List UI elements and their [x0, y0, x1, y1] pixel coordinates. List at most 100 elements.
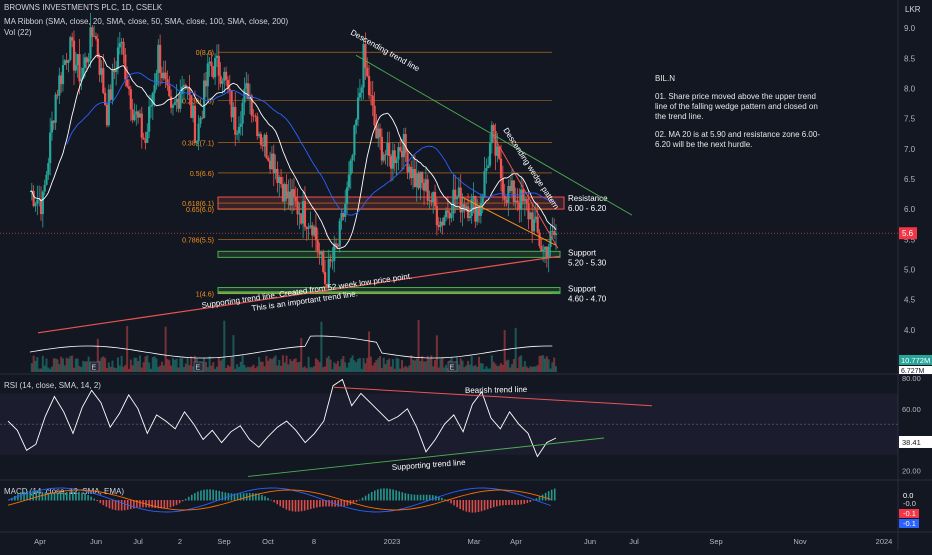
- candle-body: [195, 140, 198, 143]
- candle-body: [292, 189, 296, 198]
- candle-body: [477, 207, 481, 216]
- candle-body: [164, 72, 167, 80]
- volume-bar: [485, 366, 488, 372]
- macd-histogram-bar: [404, 493, 407, 501]
- candle-body: [127, 86, 131, 90]
- time-axis: Apr Jun Jul 2 Sep Oct 8 2023 Mar Apr Jun Jul Sep Nov 2…: [34, 537, 892, 546]
- candle-body: [316, 240, 319, 251]
- candle-body: [428, 200, 431, 201]
- candle-body: [347, 174, 350, 188]
- macd-histogram-bar: [117, 500, 120, 511]
- candle-body: [388, 142, 391, 157]
- macd-histogram-bar: [23, 491, 25, 501]
- candle-body: [311, 225, 314, 236]
- macd-histogram-bar: [175, 500, 178, 505]
- volume-bar: [96, 338, 99, 372]
- macd-line: [7, 487, 552, 513]
- candle-body: [444, 210, 448, 218]
- ma-ribbon-legend[interactable]: MA Ribbon (SMA, close, 20, SMA, close, 5…: [4, 17, 289, 26]
- volume-bar: [38, 368, 41, 372]
- volume-bar: [47, 367, 50, 372]
- candle-body: [382, 154, 385, 161]
- annotation-rsi-bearish: Bearish trend line: [465, 385, 528, 395]
- macd-histogram-bar: [541, 494, 544, 501]
- supporting-trend-line: [37, 255, 561, 334]
- candle-body: [312, 226, 316, 236]
- candle-body: [397, 147, 400, 160]
- volume-bar: [404, 365, 407, 372]
- candle-body: [177, 98, 180, 109]
- volume-bar: [170, 365, 173, 372]
- candle-body: [137, 111, 140, 118]
- volume-bar: [74, 358, 77, 372]
- volume-bar: [287, 364, 290, 372]
- candle-body: [505, 199, 508, 203]
- volume-bar: [188, 365, 191, 372]
- candle-body: [265, 134, 268, 159]
- macd-pane: MACD (14, close, 12, SMA, EMA) 0.0-0.0-0.…: [4, 487, 919, 528]
- volume-bar: [412, 359, 415, 372]
- price-tick-label: 7.5: [904, 115, 916, 124]
- macd-histogram-bar: [264, 496, 266, 501]
- macd-histogram-bar: [133, 500, 135, 509]
- macd-histogram-bar: [102, 500, 105, 506]
- volume-bar: [109, 366, 112, 372]
- volume-bar: [397, 358, 400, 372]
- macd-histogram-bar: [547, 491, 550, 501]
- analysis-note: BIL.N 01. Share price moved above the up…: [655, 74, 825, 158]
- macd-histogram-bar: [447, 500, 449, 502]
- candle-body: [362, 44, 365, 88]
- symbol-legend[interactable]: BROWNS INVESTMENTS PLC, 1D, CSELK: [4, 3, 163, 12]
- candle-body: [525, 198, 528, 204]
- macd-histogram-bar: [465, 500, 468, 512]
- macd-histogram-bar: [14, 495, 16, 501]
- macd-histogram-bar: [8, 500, 10, 501]
- volume-bar: [501, 364, 504, 372]
- candle-body: [452, 189, 455, 214]
- volume-bar: [259, 361, 262, 372]
- volume-bar: [540, 355, 543, 372]
- macd-histogram-bar: [169, 500, 172, 508]
- volume-bar: [210, 365, 213, 372]
- candlesticks: [30, 12, 558, 294]
- volume-bar: [241, 355, 244, 372]
- macd-histogram-bar: [419, 494, 422, 501]
- candle-body: [457, 187, 460, 198]
- candle-body: [345, 187, 349, 204]
- volume-legend[interactable]: Vol (22): [4, 28, 32, 37]
- volume-bar: [63, 365, 66, 372]
- volume-bar: [129, 359, 132, 372]
- candle-body: [135, 111, 138, 115]
- macd-histogram-bar: [148, 500, 150, 508]
- volume-ma-badge-label: 6.727M: [901, 368, 925, 375]
- volume-bar: [520, 355, 523, 372]
- macd-histogram-bar: [267, 497, 269, 501]
- volume-bar: [157, 366, 160, 372]
- volume-bar: [237, 366, 240, 372]
- candle-body: [520, 189, 523, 210]
- candle-body: [373, 105, 376, 126]
- volume-bar: [192, 366, 195, 372]
- candle-body: [39, 199, 43, 215]
- candle-body: [148, 106, 151, 132]
- candle-body: [115, 68, 118, 73]
- volume-bar: [146, 355, 149, 372]
- candle-body: [181, 86, 184, 94]
- candle-body: [168, 85, 171, 97]
- macd-tick-label: -0.0: [903, 499, 916, 508]
- macd-tick-label: -0.1: [903, 509, 916, 518]
- candle-body: [179, 93, 182, 109]
- macd-histogram-bar: [157, 500, 160, 509]
- macd-histogram-bar: [252, 493, 254, 501]
- macd-histogram-bar: [374, 490, 376, 501]
- candle-body: [303, 201, 307, 227]
- volume-bar: [445, 364, 448, 372]
- candle-body: [210, 61, 213, 67]
- volume-bar: [534, 366, 537, 372]
- macd-histogram-bar: [355, 500, 358, 502]
- volume-bar: [87, 356, 90, 372]
- macd-histogram-bar: [535, 498, 538, 501]
- macd-histogram-bar: [90, 496, 92, 501]
- volume-bar: [500, 363, 503, 372]
